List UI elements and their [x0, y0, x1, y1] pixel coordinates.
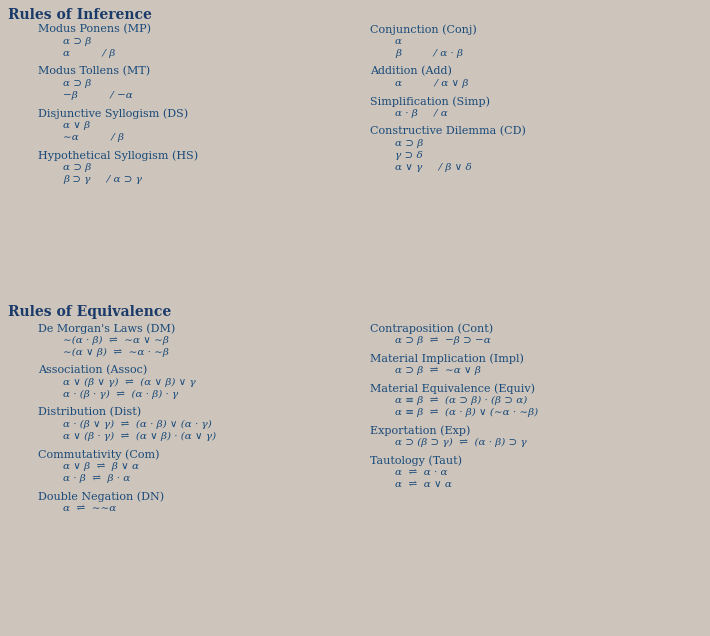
Text: α ⊃ β  ⇌  ∼α ∨ β: α ⊃ β ⇌ ∼α ∨ β — [395, 366, 481, 375]
Text: Hypothetical Syllogism (HS): Hypothetical Syllogism (HS) — [38, 150, 198, 160]
Text: α  ⇌  α · α: α ⇌ α · α — [395, 468, 447, 477]
Text: Distribution (Dist): Distribution (Dist) — [38, 407, 141, 417]
Text: Simplification (Simp): Simplification (Simp) — [370, 96, 490, 107]
Text: α ⊃ β: α ⊃ β — [63, 37, 92, 46]
Text: α          / β: α / β — [63, 49, 115, 58]
Text: Modus Ponens (MP): Modus Ponens (MP) — [38, 24, 151, 34]
Text: α · β  ⇌  β · α: α · β ⇌ β · α — [63, 474, 130, 483]
Text: α ⊃ β: α ⊃ β — [63, 79, 92, 88]
Text: α ∨ (β · γ)  ⇌  (α ∨ β) · (α ∨ γ): α ∨ (β · γ) ⇌ (α ∨ β) · (α ∨ γ) — [63, 432, 216, 441]
Text: Material Implication (Impl): Material Implication (Impl) — [370, 353, 524, 364]
Text: α ∨ γ     / β ∨ δ: α ∨ γ / β ∨ δ — [395, 163, 471, 172]
Text: ∼α          / β: ∼α / β — [63, 133, 124, 142]
Text: α ≡ β  ⇌  (α ⊃ β) · (β ⊃ α): α ≡ β ⇌ (α ⊃ β) · (β ⊃ α) — [395, 396, 528, 405]
Text: α ⊃ β  ⇌  −β ⊃ −α: α ⊃ β ⇌ −β ⊃ −α — [395, 336, 491, 345]
Text: α ≡ β  ⇌  (α · β) ∨ (∼α · ∼β): α ≡ β ⇌ (α · β) ∨ (∼α · ∼β) — [395, 408, 538, 417]
Text: De Morgan's Laws (DM): De Morgan's Laws (DM) — [38, 323, 175, 333]
Text: α · (β ∨ γ)  ⇌  (α · β) ∨ (α · γ): α · (β ∨ γ) ⇌ (α · β) ∨ (α · γ) — [63, 420, 212, 429]
Text: Tautology (Taut): Tautology (Taut) — [370, 455, 462, 466]
Text: Double Negation (DN): Double Negation (DN) — [38, 491, 164, 502]
Text: Exportation (Exp): Exportation (Exp) — [370, 425, 471, 436]
Text: β          / α · β: β / α · β — [395, 49, 463, 58]
Text: α ⊃ β: α ⊃ β — [395, 139, 423, 148]
Text: γ ⊃ δ: γ ⊃ δ — [395, 151, 422, 160]
Text: Rules of Equivalence: Rules of Equivalence — [8, 305, 171, 319]
Text: Commutativity (Com): Commutativity (Com) — [38, 449, 160, 460]
Text: Material Equivalence (Equiv): Material Equivalence (Equiv) — [370, 383, 535, 394]
Text: α: α — [395, 37, 402, 46]
Text: α  ⇌  ∼∼α: α ⇌ ∼∼α — [63, 504, 116, 513]
Text: Contraposition (Cont): Contraposition (Cont) — [370, 323, 493, 333]
Text: α · β     / α: α · β / α — [395, 109, 448, 118]
Text: ∼(α · β)  ⇌  ∼α ∨ ∼β: ∼(α · β) ⇌ ∼α ∨ ∼β — [63, 336, 169, 345]
Text: Association (Assoc): Association (Assoc) — [38, 365, 147, 375]
Text: α  ⇌  α ∨ α: α ⇌ α ∨ α — [395, 480, 452, 489]
Text: α ∨ (β ∨ γ)  ⇌  (α ∨ β) ∨ γ: α ∨ (β ∨ γ) ⇌ (α ∨ β) ∨ γ — [63, 378, 196, 387]
Text: −β          / −α: −β / −α — [63, 91, 133, 100]
Text: α ∨ β: α ∨ β — [63, 121, 90, 130]
Text: α ⊃ (β ⊃ γ)  ⇌  (α · β) ⊃ γ: α ⊃ (β ⊃ γ) ⇌ (α · β) ⊃ γ — [395, 438, 527, 447]
Text: α ⊃ β: α ⊃ β — [63, 163, 92, 172]
Text: Disjunctive Syllogism (DS): Disjunctive Syllogism (DS) — [38, 108, 188, 118]
Text: α ∨ β  ⇌  β ∨ α: α ∨ β ⇌ β ∨ α — [63, 462, 139, 471]
Text: α          / α ∨ β: α / α ∨ β — [395, 79, 469, 88]
Text: Rules of Inference: Rules of Inference — [8, 8, 152, 22]
Text: Modus Tollens (MT): Modus Tollens (MT) — [38, 66, 150, 76]
Text: Constructive Dilemma (CD): Constructive Dilemma (CD) — [370, 126, 526, 136]
Text: α · (β · γ)  ⇌  (α · β) · γ: α · (β · γ) ⇌ (α · β) · γ — [63, 390, 178, 399]
Text: Conjunction (Conj): Conjunction (Conj) — [370, 24, 476, 34]
Text: ∼(α ∨ β)  ⇌  ∼α · ∼β: ∼(α ∨ β) ⇌ ∼α · ∼β — [63, 348, 169, 357]
Text: β ⊃ γ     / α ⊃ γ: β ⊃ γ / α ⊃ γ — [63, 175, 142, 184]
Text: Addition (Add): Addition (Add) — [370, 66, 452, 76]
